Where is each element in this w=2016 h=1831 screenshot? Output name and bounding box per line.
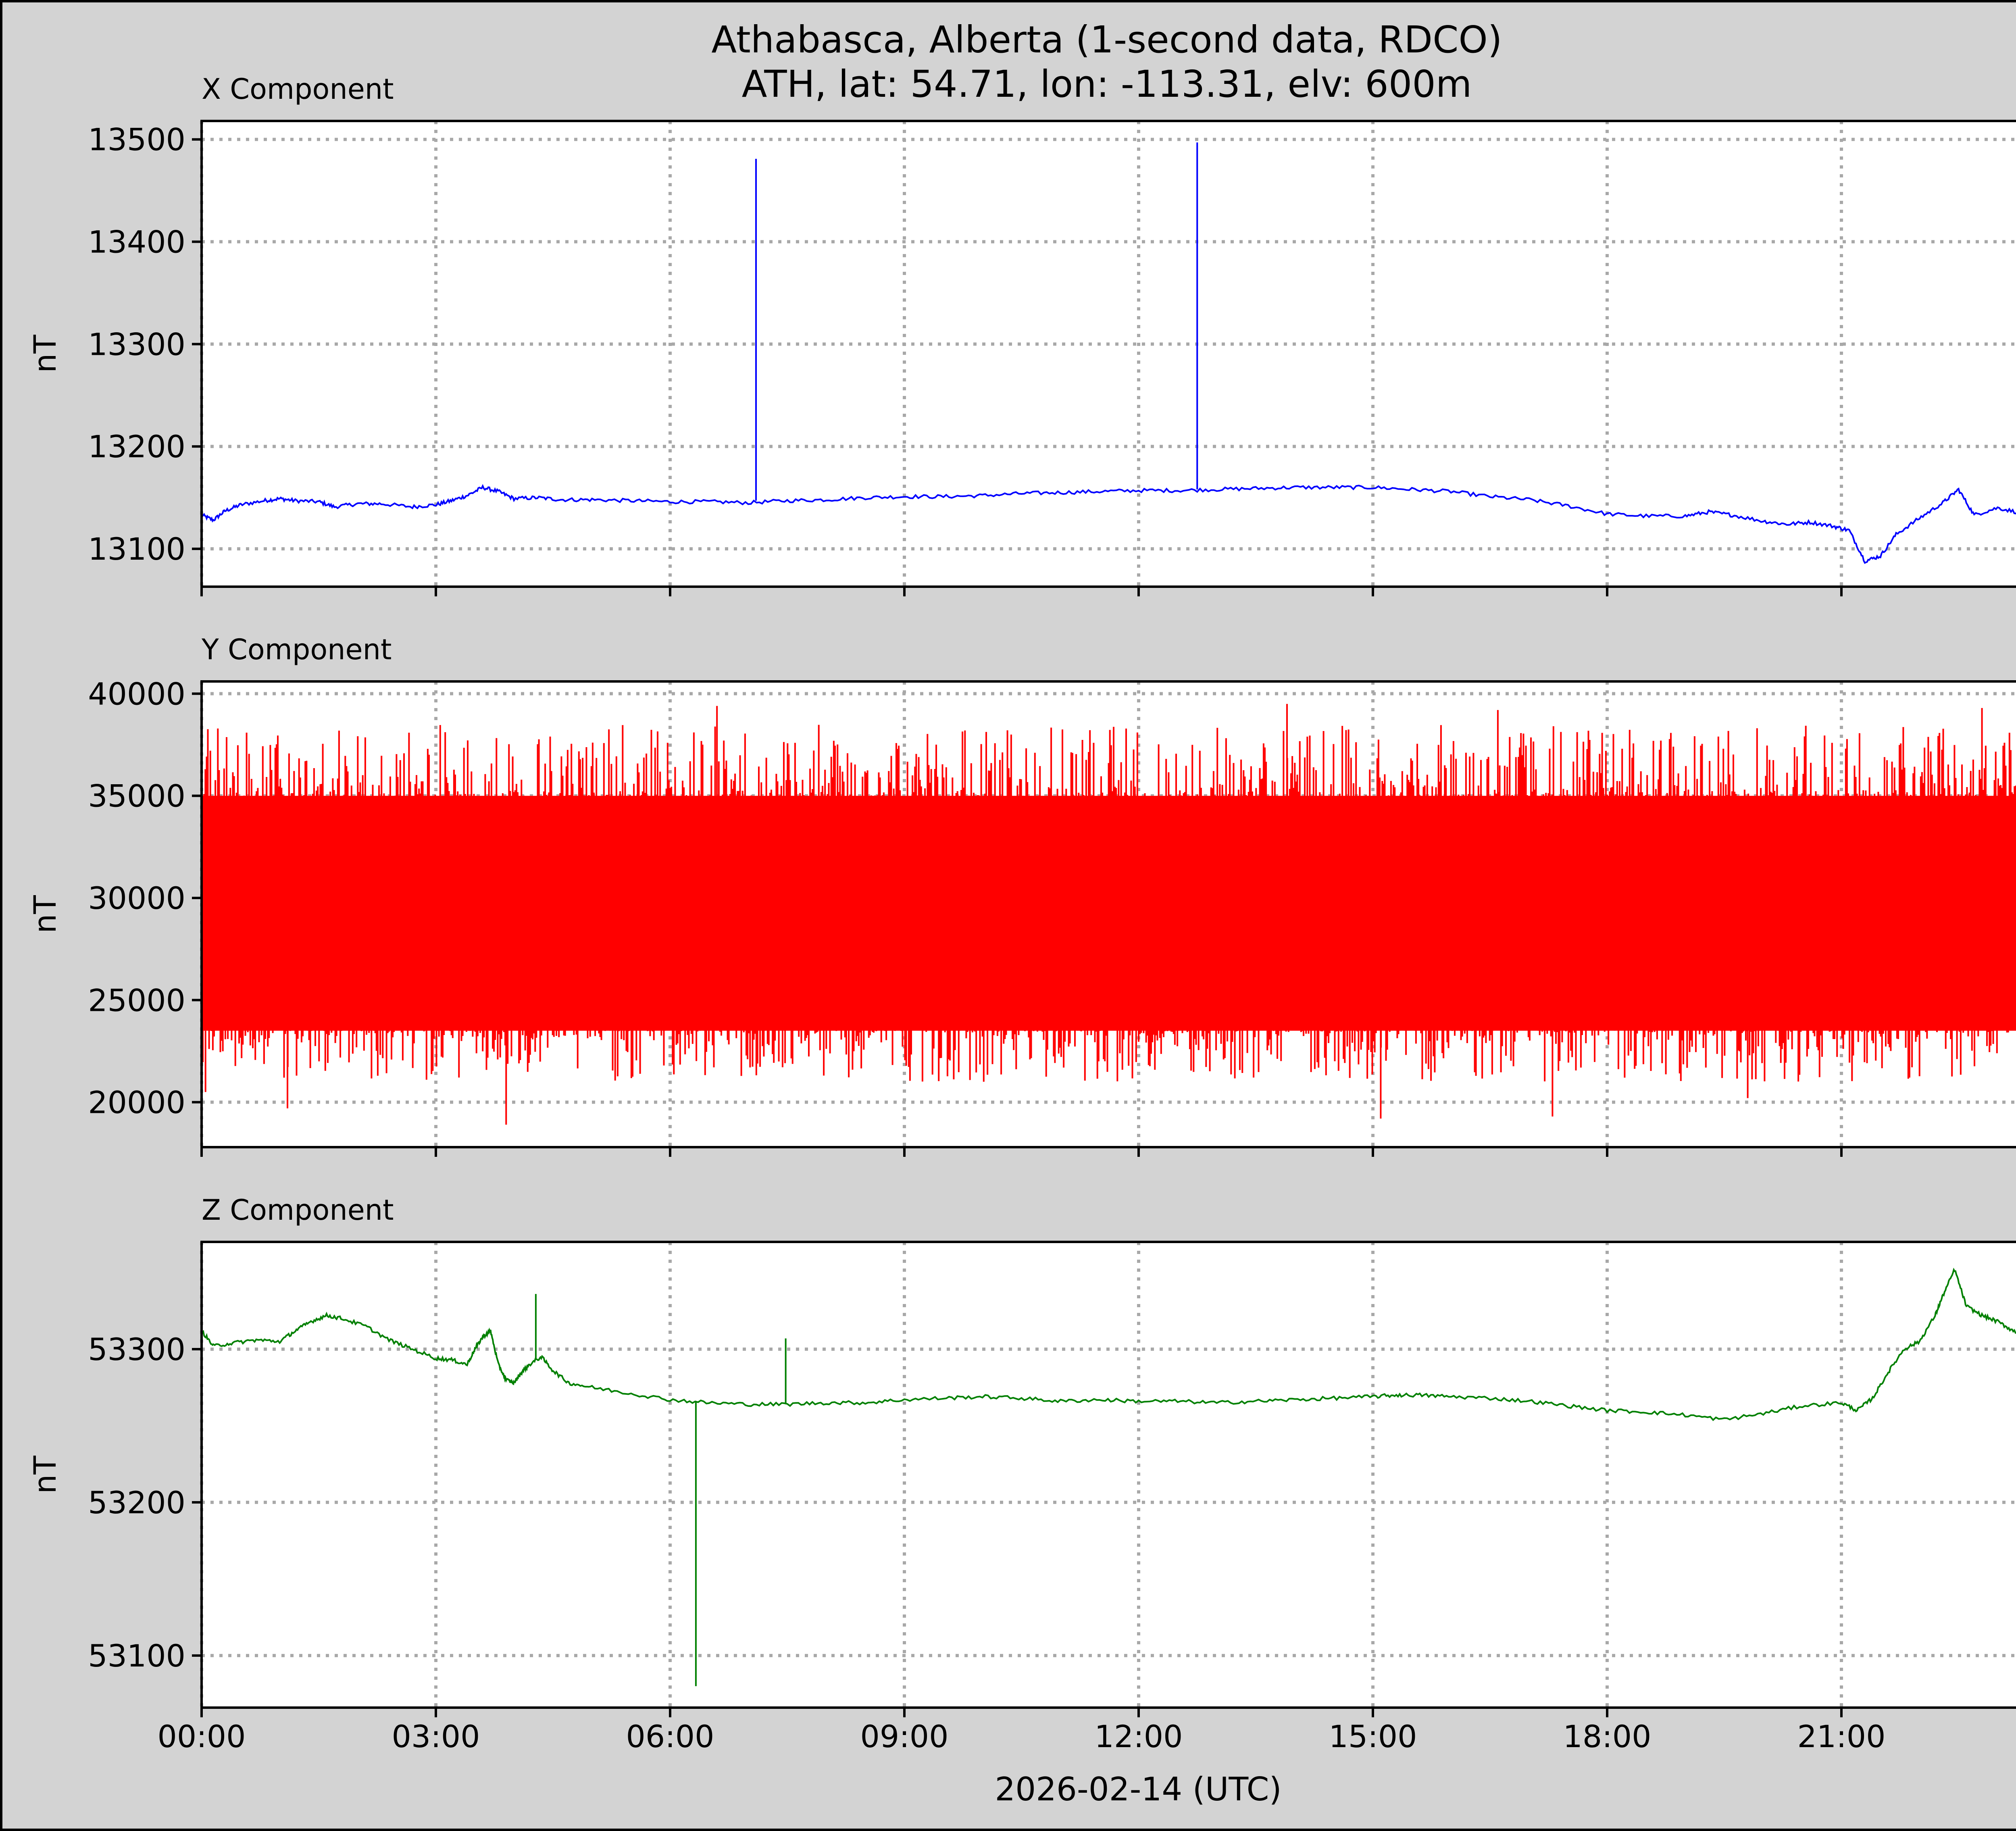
x-tick-label: 21:00 — [1797, 1719, 1885, 1754]
x-axis-label: 2026-02-14 (UTC) — [995, 1771, 1281, 1808]
x-tick-label: 15:00 — [1329, 1719, 1417, 1754]
y-tick-label: 53100 — [88, 1638, 185, 1674]
y-tick-label: 30000 — [88, 880, 185, 916]
y-tick-label: 13200 — [88, 429, 185, 465]
x-tick-label: 03:00 — [392, 1719, 480, 1754]
plot-area — [202, 1242, 2016, 1708]
y-tick-label: 13500 — [88, 122, 185, 158]
x-tick-label: 09:00 — [860, 1719, 948, 1754]
y-tick-label: 13400 — [88, 224, 185, 260]
y-tick-label: 20000 — [88, 1085, 185, 1121]
y-axis-label: nT — [27, 1456, 63, 1494]
panel-title: X Component — [202, 73, 394, 106]
y-tick-label: 25000 — [88, 982, 185, 1018]
x-tick-label: 00:00 — [157, 1719, 246, 1754]
plot-area — [202, 121, 2016, 587]
y-tick-label: 35000 — [88, 778, 185, 814]
figure-title-line2: ATH, lat: 54.71, lon: -113.31, elv: 600m — [742, 62, 1472, 106]
series-band — [202, 796, 2016, 1031]
panel-0: 13100 13200 13300 13400 13500 X Component nT — [27, 73, 2016, 596]
y-axis-label: nT — [27, 895, 63, 933]
y-tick-label: 13300 — [88, 326, 185, 362]
x-tick-label: 06:00 — [626, 1719, 714, 1754]
panel-1: 20000 25000 30000 35000 40000 Y Component nT — [27, 633, 2016, 1157]
y-tick-label: 40000 — [88, 676, 185, 712]
y-tick-label: 53200 — [88, 1485, 185, 1521]
y-tick-label: 53300 — [88, 1331, 185, 1367]
panel-2: 00:00 03:00 06:00 09:00 12:00 15:00 18:00 21:00… — [27, 1194, 2016, 1754]
panel-title: Z Component — [202, 1194, 394, 1227]
y-tick-label: 13100 — [88, 531, 185, 567]
y-axis-label: nT — [27, 335, 63, 373]
series-line — [201, 484, 2016, 564]
x-tick-label: 18:00 — [1563, 1719, 1651, 1754]
figure-title-line1: Athabasca, Alberta (1-second data, RDCO) — [711, 18, 1502, 61]
panel-title: Y Component — [201, 633, 392, 666]
series-line — [201, 1267, 2016, 1421]
x-tick-label: 12:00 — [1094, 1719, 1183, 1754]
